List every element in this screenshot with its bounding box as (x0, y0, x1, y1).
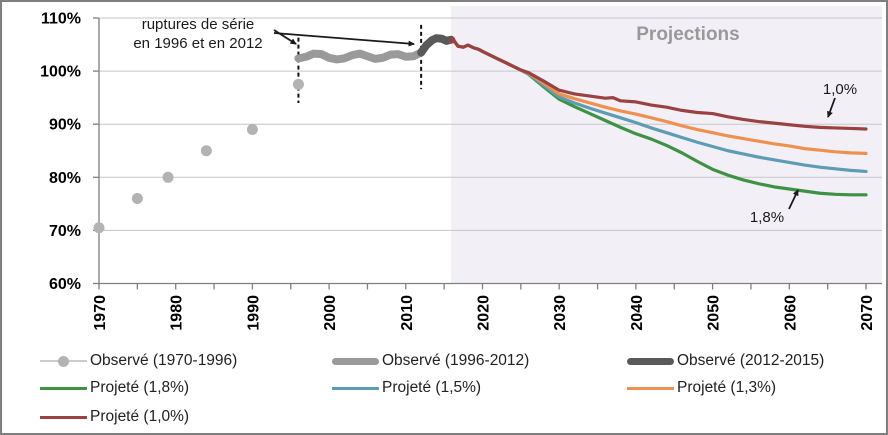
x-tick-label: 2040 (629, 295, 646, 331)
legend-marker-bar (627, 386, 674, 390)
series-projete-1-0 (449, 38, 868, 131)
rupture-note-line1: ruptures de série (142, 16, 255, 33)
legend-label-observe-2012-2015: Observé (2012-2015) (677, 352, 825, 369)
arrow-to-1-8-line (788, 189, 799, 210)
series-observe-2012-2015 (417, 34, 456, 57)
legend-item-observe-1970-1996: Observé (1970-1996) (40, 351, 237, 371)
x-tick-label: 2070 (859, 295, 876, 331)
legend-label-observe-1996-2012: Observé (1996-2012) (382, 352, 530, 369)
legend-swatch-observe-1996-2012-icon (332, 355, 379, 368)
projections-label: Projections (636, 24, 739, 45)
series-observe-1970-1996-point (131, 193, 143, 205)
y-tick-label: 90% (49, 117, 81, 134)
legend-item-observe-2012-2015: Observé (2012-2015) (627, 351, 824, 371)
legend-marker-bar (40, 386, 87, 390)
legend-item-projete-1-3: Projeté (1,3%) (627, 378, 776, 398)
arrow-to-1-0-line (827, 97, 836, 118)
x-tick-label: 2060 (782, 295, 799, 331)
y-tick-label: 110% (41, 11, 81, 28)
legend-swatch-projete-1-0-icon (40, 411, 87, 424)
legend-marker-dot (58, 355, 69, 367)
legend-marker-bar (332, 357, 379, 365)
series-observe-1970-1996-point (162, 171, 174, 183)
legend-swatch-projete-1-8-icon (40, 382, 87, 395)
legend-marker-bar (40, 415, 87, 419)
rupture-note-line2: en 1996 et en 2012 (133, 35, 262, 52)
legend-item-observe-1996-2012: Observé (1996-2012) (332, 351, 529, 371)
x-tick-label: 2010 (399, 295, 416, 331)
legend-swatch-observe-1970-1996-icon (40, 355, 87, 368)
rupture-arrow-1996 (273, 29, 297, 45)
series-observe-1970-1996-point (292, 78, 304, 90)
series-observe-1970-1996-point (93, 222, 105, 234)
x-tick-label: 2020 (476, 295, 493, 331)
legend-label-projete-1-0: Projeté (1,0%) (90, 408, 190, 425)
annotation-label-1-0: 1,0% (823, 81, 857, 98)
projection-start-dot (449, 37, 456, 44)
x-tick-label: 2000 (322, 295, 339, 331)
y-tick-label: 100% (40, 64, 81, 81)
series-observe-1970-1996-point (246, 124, 258, 136)
rupture-arrow-2012 (273, 32, 415, 47)
legend-label-projete-1-8: Projeté (1,8%) (90, 379, 190, 396)
annotation-label-1-8: 1,8% (750, 209, 784, 226)
y-tick-label: 80% (49, 170, 81, 187)
legend-marker-bar (332, 386, 379, 390)
legend-item-projete-1-0: Projeté (1,0%) (40, 407, 189, 427)
y-tick-label: 60% (49, 276, 81, 293)
y-tick-label: 70% (49, 223, 81, 240)
legend-marker-bar (627, 357, 674, 365)
x-tick-label: 1990 (245, 295, 262, 331)
legend-label-observe-1970-1996: Observé (1970-1996) (90, 352, 238, 369)
legend-swatch-projete-1-5-icon (332, 382, 379, 395)
chart-generated-layer: 60% 70% 80% 90% 100% 110% 1970 1980 1990 2000 2010… (40, 6, 882, 331)
x-tick-label: 1980 (169, 295, 186, 331)
series-observe-1970-1996-point (200, 145, 212, 157)
legend-swatch-observe-2012-2015-icon (627, 355, 674, 368)
legend-item-projete-1-5: Projeté (1,5%) (332, 378, 481, 398)
annotation-arrows (273, 29, 836, 210)
chart-plot-area: 60% 70% 80% 90% 100% 110% 1970 1980 1990 2000 2010… (40, 6, 882, 331)
x-tick-label: 1970 (92, 295, 109, 331)
x-tick-label: 2030 (552, 295, 569, 331)
legend-label-projete-1-3: Projeté (1,3%) (677, 379, 777, 396)
legend-item-projete-1-8: Projeté (1,8%) (40, 378, 189, 398)
legend-label-projete-1-5: Projeté (1,5%) (382, 379, 482, 396)
legend-swatch-projete-1-3-icon (627, 382, 674, 395)
x-tick-label: 2050 (706, 295, 723, 331)
series-observe-1996-2012 (294, 48, 426, 64)
